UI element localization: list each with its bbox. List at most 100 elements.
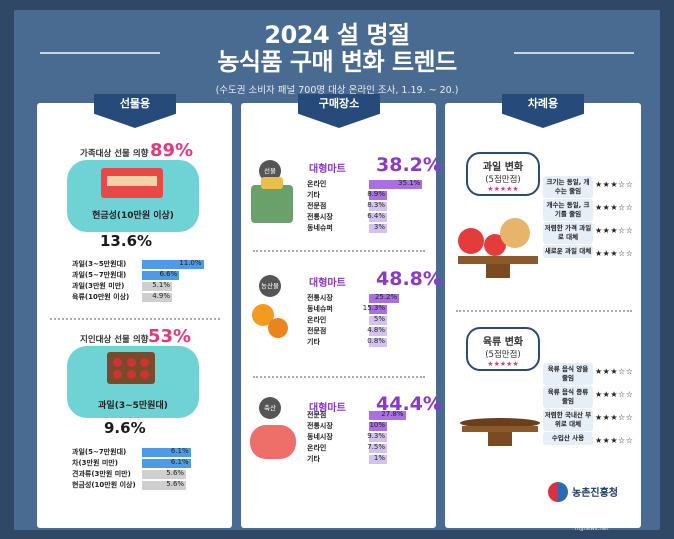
place-produce-pct: 48.8% xyxy=(376,268,442,290)
bar-row: 육류(10만원 이상) 4.9% xyxy=(72,292,218,302)
bar-label: 과일(3~5만원대) xyxy=(72,260,127,268)
bar-value: 11.0% xyxy=(179,259,202,267)
fruit-change-title: 과일 변화 xyxy=(482,162,524,173)
bar: 0.8% xyxy=(367,337,387,347)
bar-row: 과일(5~7만원대) 6.1% xyxy=(72,447,218,457)
bar-row: 온라인 5% xyxy=(307,315,427,325)
fruit-change-card: 과일 변화 (5점만점) ★★★★★ xyxy=(466,152,540,196)
page-title: 2024 설 명절 농식품 구매 변화 트렌드 xyxy=(30,22,644,76)
bar: 5.1% xyxy=(142,281,172,291)
bar-row: 과일(3만원 미만) 5.1% xyxy=(72,281,218,291)
bar-label: 차(3만원 미만) xyxy=(72,459,118,467)
fruit-change-stars: ★★★★★ xyxy=(487,185,519,193)
bar-value: 15.3% xyxy=(362,304,385,312)
trend-item: 크기는 동일, 개수는 줄임 xyxy=(543,176,593,198)
trend-rating: ★★★☆☆ xyxy=(595,367,634,376)
gift-box-icon xyxy=(107,352,155,384)
trend-rating: ★★★☆☆ xyxy=(595,390,634,399)
bar-label: 동네시장 xyxy=(307,433,333,441)
place-meat-pct: 44.4% xyxy=(376,393,442,415)
bar: 35.1% xyxy=(369,179,423,189)
place-gift-pct: 38.2% xyxy=(376,154,442,176)
bar-value: 4.8% xyxy=(367,326,385,334)
acquaint-intent-pct: 53% xyxy=(148,326,192,347)
envelope-icon xyxy=(101,168,163,198)
bar-label: 기타 xyxy=(307,191,320,199)
family-top-item: 현금성(10만원 이상) xyxy=(92,211,174,221)
bar-value: 35.1% xyxy=(398,179,421,187)
bar-row: 현금성(10만원 이상) 5.6% xyxy=(72,480,218,490)
bar-label: 현금성(10만원 이상) xyxy=(72,481,136,489)
watermark: 무진장뉴스 mjjnews.net xyxy=(535,506,665,534)
ritual-tray-icon xyxy=(462,426,538,432)
family-top-box: 현금성(10만원 이상) xyxy=(67,160,199,232)
bar: 4.8% xyxy=(367,326,387,336)
decor-pattern-left xyxy=(40,52,160,74)
bar-value: 25.2% xyxy=(374,293,398,301)
bar: 9.3% xyxy=(367,432,387,442)
bar-label: 온라인 xyxy=(307,180,327,188)
bar-value: 5% xyxy=(373,315,385,323)
ritual-tray-icon xyxy=(458,256,538,264)
trend-item: 새로운 과일 대체 xyxy=(543,245,593,258)
bar: 3% xyxy=(369,223,387,233)
bar-value: 7.5% xyxy=(367,443,385,451)
divider xyxy=(253,376,425,378)
meat-icon xyxy=(250,425,296,459)
bar-value: 8.3% xyxy=(367,201,385,209)
bar-row: 동네시장 9.3% xyxy=(307,432,427,442)
fruit-change-sub: (5점만점) xyxy=(485,175,521,185)
bar-label: 전통시장 xyxy=(307,422,333,430)
place-gift-head: 대형마트 xyxy=(309,164,346,175)
bar: 6.6% xyxy=(142,270,180,280)
trend-item: 수입산 사용 xyxy=(543,432,593,445)
bar-row: 전문점 27.8% xyxy=(307,410,427,420)
place-produce-head: 대형마트 xyxy=(309,278,346,289)
bar-row: 전문점 8.3% xyxy=(307,201,427,211)
persimmon-icon xyxy=(252,304,274,326)
bar: 27.8% xyxy=(369,410,406,420)
acquaint-top-box: 과일(3~5만원대) xyxy=(67,346,199,418)
bar-value: 3% xyxy=(373,223,385,231)
trend-item: 저렴한 가격 과일로 대체 xyxy=(543,222,593,244)
bar-value: 4.9% xyxy=(152,292,170,300)
trend-rating: ★★★☆☆ xyxy=(595,226,634,235)
bar-label: 전문점 xyxy=(307,202,327,210)
bar-value: 1% xyxy=(373,454,385,462)
trend-rating: ★★★☆☆ xyxy=(595,203,634,212)
watermark-url: mjjnews.net xyxy=(575,526,609,532)
ritual-tray-stand-icon xyxy=(488,432,512,446)
bar: 11.0% xyxy=(142,259,204,269)
rda-logo-text: 농촌진흥청 xyxy=(572,488,618,499)
bar: 8.9% xyxy=(367,190,387,200)
bar: 5% xyxy=(369,315,387,325)
trend-item: 개수는 동일, 크기를 줄임 xyxy=(543,199,593,221)
acquaint-intent-label: 지인대상 선물 의향 xyxy=(80,335,149,345)
gift-set-icon xyxy=(251,177,293,223)
tab-ritual: 차례용 xyxy=(502,94,584,128)
bar-value: 5.6% xyxy=(166,480,185,488)
skewer-dish-icon xyxy=(460,418,540,428)
bar-value: 10% xyxy=(369,421,385,429)
title-band: 2024 설 명절 농식품 구매 변화 트렌드 (수도권 소비자 패널 700명… xyxy=(30,18,644,96)
family-intent-label: 가족대상 선물 의향 xyxy=(80,149,149,159)
place-meat-head: 대형마트 xyxy=(309,403,346,414)
bar-label: 과일(3만원 미만) xyxy=(72,282,125,290)
trend-item: 육류 음식 양을 줄임 xyxy=(543,363,593,385)
meat-change-title: 육류 변화 xyxy=(482,337,524,348)
bar-value: 6.4% xyxy=(367,212,385,220)
bar: 5.6% xyxy=(142,480,187,490)
meat-change-sub: (5점만점) xyxy=(485,350,521,360)
bar: 4.9% xyxy=(142,292,172,302)
ritual-tray-stand-icon xyxy=(486,264,510,278)
bar-label: 전통시장 xyxy=(307,213,333,221)
bar-label: 동네슈퍼 xyxy=(307,305,333,313)
rda-logo: 농촌진흥청 xyxy=(548,481,638,503)
bar-value: 5.6% xyxy=(166,469,185,477)
trend-rating: ★★★☆☆ xyxy=(595,249,634,258)
place-tag-meat: 축산 xyxy=(259,397,281,419)
bar-row: 전통시장 6.4% xyxy=(307,212,427,222)
bar-row: 동네슈퍼 3% xyxy=(307,223,427,233)
bar: 6.4% xyxy=(367,212,387,222)
bar-row: 전통시장 25.2% xyxy=(307,293,427,303)
